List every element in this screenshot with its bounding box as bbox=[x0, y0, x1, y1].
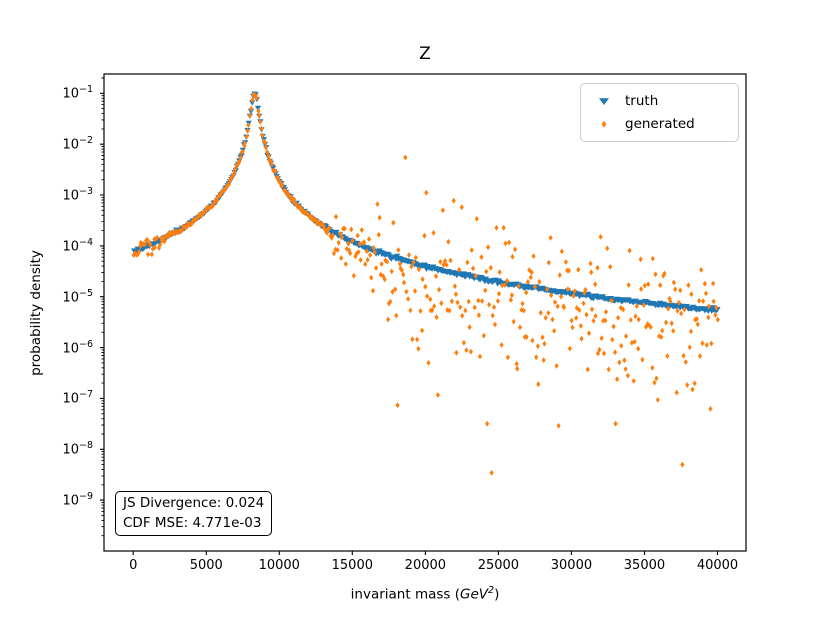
x-tick-label: 0 bbox=[129, 558, 138, 573]
x-tick-label: 10000 bbox=[258, 558, 300, 573]
x-axis-label: invariant mass (GeV2) bbox=[104, 585, 746, 603]
x-tick-label: 15000 bbox=[331, 558, 373, 573]
x-tick-label: 40000 bbox=[696, 558, 739, 573]
minor-ticks bbox=[101, 77, 104, 537]
y-tick-label: 10−8 bbox=[62, 440, 93, 458]
x-tick-label: 20000 bbox=[404, 558, 447, 573]
x-tick-label: 25000 bbox=[477, 558, 520, 573]
legend: truth generated bbox=[580, 83, 739, 142]
diamond-marker-icon bbox=[601, 120, 607, 128]
legend-item-generated: generated bbox=[589, 116, 730, 132]
y-tick-label: 10−2 bbox=[62, 135, 93, 153]
series-truth-points bbox=[131, 91, 721, 314]
y-axis-label: probability density bbox=[28, 250, 44, 376]
x-axis-label-exponent: 2 bbox=[488, 585, 495, 596]
y-tick-label: 10−7 bbox=[62, 389, 93, 407]
js-divergence-text: JS Divergence: 0.024 bbox=[123, 495, 265, 511]
x-tick-label: 35000 bbox=[623, 558, 666, 573]
major-ticks bbox=[100, 92, 719, 555]
y-tick-label: 10−5 bbox=[62, 287, 93, 306]
x-axis-label-text: invariant mass ( bbox=[350, 586, 460, 603]
legend-label-truth: truth bbox=[625, 93, 659, 109]
series-generated-points bbox=[131, 91, 720, 476]
y-tick-label: 10−9 bbox=[62, 491, 93, 509]
y-tick-label: 10−4 bbox=[62, 236, 93, 255]
x-tick-label: 30000 bbox=[550, 558, 593, 573]
x-axis-label-math: GeV bbox=[460, 586, 489, 603]
y-tick-label: 10−1 bbox=[62, 84, 93, 102]
triangle-down-marker-icon bbox=[599, 98, 609, 105]
axes-spines bbox=[103, 73, 747, 552]
cdf-mse-text: CDF MSE: 4.771e-03 bbox=[123, 515, 262, 531]
chart-title: Z bbox=[419, 44, 431, 64]
x-axis-label-close: ) bbox=[494, 586, 500, 603]
y-tick-label: 10−3 bbox=[62, 186, 93, 204]
metrics-annotation: JS Divergence: 0.024 CDF MSE: 4.771e-03 bbox=[115, 491, 273, 536]
legend-item-truth: truth bbox=[589, 93, 730, 109]
x-tick-label: 5000 bbox=[189, 558, 223, 573]
y-tick-label: 10−6 bbox=[62, 338, 93, 356]
legend-label-generated: generated bbox=[625, 116, 695, 132]
